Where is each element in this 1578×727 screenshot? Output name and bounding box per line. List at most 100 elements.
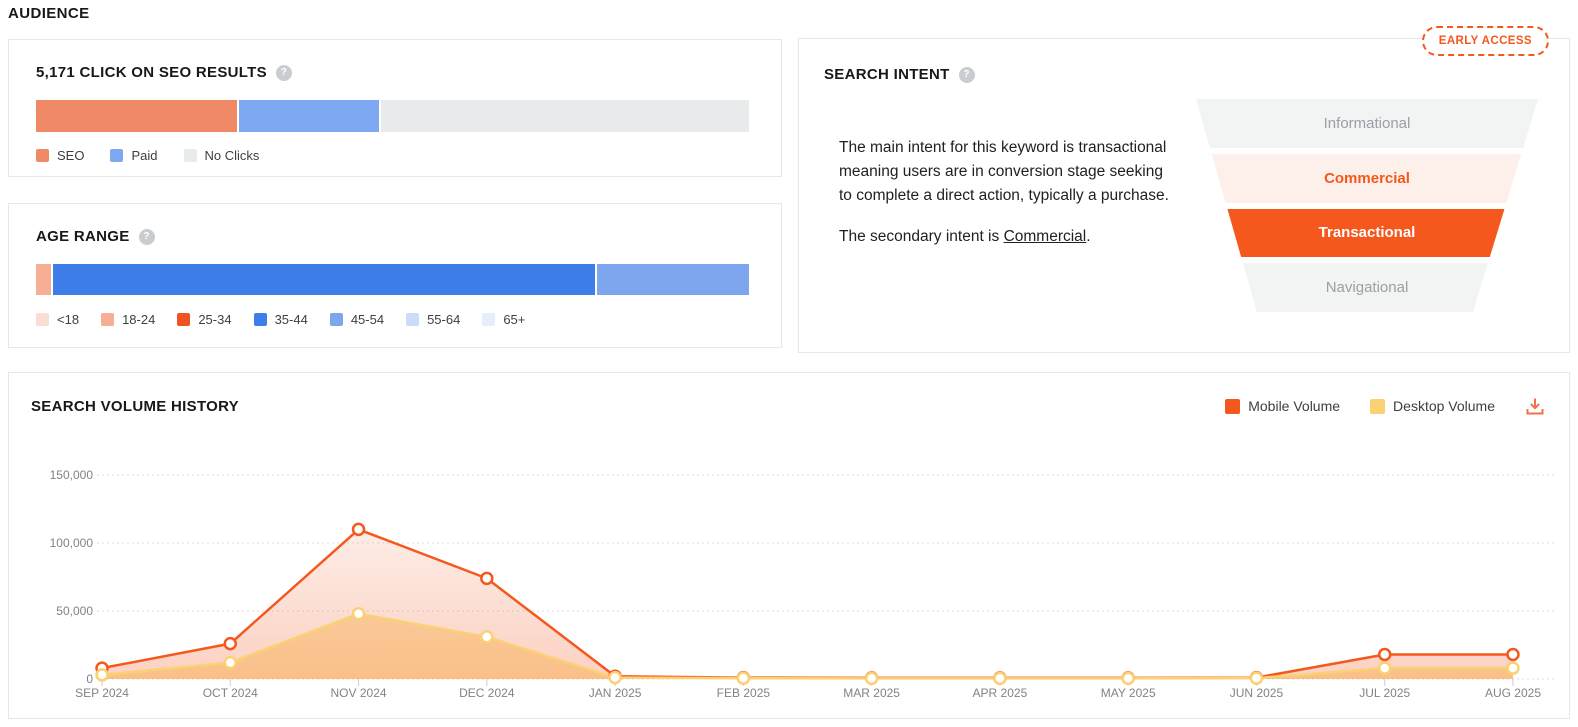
desktop-data-point	[864, 671, 879, 686]
legend-swatch	[177, 313, 191, 326]
legend-label: 65+	[503, 312, 526, 327]
mobile-data-point	[223, 636, 238, 651]
y-axis-tick-label: 50,000	[56, 604, 93, 618]
desktop-data-point	[1249, 671, 1264, 685]
desktop-line	[100, 612, 1515, 680]
y-axis-tick-label: 150,000	[50, 468, 94, 482]
help-icon[interactable]: ?	[138, 228, 155, 245]
x-axis-tick-label: FEB 2025	[717, 686, 771, 700]
mobile-data-point	[1377, 647, 1392, 662]
bar-segment-18-24	[36, 264, 51, 295]
legend-label: <18	[57, 312, 80, 327]
funnel-row-transactional: Transactional	[1196, 208, 1538, 258]
x-axis-tick-label: AUG 2025	[1485, 686, 1541, 700]
mobile-volume-swatch	[1225, 398, 1241, 414]
early-access-badge: EARLY ACCESS	[1421, 26, 1549, 56]
search-intent-heading: SEARCH INTENT ?	[824, 66, 975, 83]
mobile-volume-label: Mobile Volume	[1248, 398, 1341, 414]
desktop-data-point	[1377, 661, 1392, 675]
commercial-link[interactable]: Commercial	[1003, 228, 1087, 245]
help-icon[interactable]: ?	[958, 66, 975, 83]
x-axis-tick-label: MAY 2025	[1101, 686, 1156, 700]
bar-segment-seo	[36, 100, 237, 132]
legend-item-mobile[interactable]: Mobile Volume	[1225, 398, 1340, 414]
search-intent-title: SEARCH INTENT	[824, 66, 950, 83]
legend-swatch	[253, 313, 267, 326]
legend-label: 25-34	[198, 312, 232, 327]
x-axis-tick-label: JUN 2025	[1230, 686, 1284, 700]
legend-item: 35-44	[253, 312, 308, 327]
desktop-data-point	[736, 671, 751, 685]
mobile-data-point	[351, 522, 366, 537]
bar-segment-paid	[238, 100, 380, 132]
legend-item: SEO	[36, 148, 84, 163]
search-volume-card: SEARCH VOLUME HISTORY Mobile Volume Desk…	[8, 372, 1570, 719]
desktop-data-point	[608, 670, 622, 685]
legend-swatch	[482, 313, 496, 326]
desktop-volume-label: Desktop Volume	[1393, 398, 1495, 414]
legend-swatch	[406, 313, 420, 326]
x-axis-tick-label: OCT 2024	[203, 686, 258, 700]
age-range-legend: <18 18-24 25-34 35-44 45-54 55-64 65+	[36, 312, 525, 327]
desktop-data-point	[223, 655, 238, 670]
seo-clicks-stacked-bar	[36, 100, 750, 132]
search-intent-funnel: Informational Commercial Transactional Navi…	[1196, 99, 1538, 312]
desktop-data-point	[1506, 661, 1520, 675]
legend-swatch	[36, 313, 49, 326]
desktop-volume-swatch	[1370, 398, 1386, 414]
x-axis-tick-label: JUL 2025	[1359, 686, 1410, 700]
y-axis-tick-label: 100,000	[50, 536, 94, 550]
desktop-data-point	[351, 606, 366, 621]
legend-swatch	[101, 313, 115, 326]
legend-swatch	[329, 313, 343, 326]
seo-clicks-card: 5,171 CLICK ON SEO RESULTS ? SEO Paid No C…	[8, 39, 782, 177]
age-range-stacked-bar	[36, 264, 749, 295]
funnel-row-commercial: Commercial	[1196, 153, 1538, 203]
seo-clicks-heading: 5,171 CLICK ON SEO RESULTS ?	[36, 64, 292, 81]
x-axis-tick-label: JAN 2025	[589, 686, 642, 700]
legend-label: SEO	[57, 148, 85, 163]
bar-segment-35-44	[52, 264, 595, 295]
intent-secondary-suffix: .	[1086, 228, 1091, 245]
legend-item-desktop[interactable]: Desktop Volume	[1370, 398, 1495, 414]
desktop-data-point	[993, 671, 1007, 686]
legend-swatch	[183, 149, 197, 162]
bar-segment-45-54	[596, 264, 749, 295]
intent-paragraph-main: The main intent for this keyword is tran…	[839, 139, 1169, 204]
desktop-data-point	[1121, 671, 1135, 686]
desktop-data-point	[480, 630, 494, 644]
desktop-data-point	[95, 668, 109, 682]
x-axis-tick-label: SEP 2024	[75, 686, 129, 700]
volume-chart-legend: Mobile Volume Desktop Volume	[1225, 396, 1545, 416]
help-icon[interactable]: ?	[275, 64, 292, 81]
download-icon[interactable]	[1525, 396, 1545, 416]
legend-label: 35-44	[274, 312, 308, 327]
x-axis-tick-label: DEC 2024	[459, 686, 515, 700]
search-volume-title: SEARCH VOLUME HISTORY	[31, 398, 239, 415]
legend-item: Paid	[110, 148, 158, 163]
age-range-card: AGE RANGE ? <18 18-24 25-34 35-44 45-54 55-64…	[8, 203, 782, 348]
mobile-data-point	[480, 571, 494, 586]
legend-item: <18	[36, 312, 79, 327]
legend-item: 55-64	[406, 312, 460, 327]
volume-chart[interactable]: 0 50,000 100,000 150,000 SEP 2024 OCT 2024 NOV…	[9, 373, 1571, 719]
bar-segment-no-clicks	[381, 100, 750, 132]
search-volume-heading: SEARCH VOLUME HISTORY	[31, 398, 239, 415]
y-axis-tick-label: 0	[86, 672, 93, 686]
age-range-heading: AGE RANGE ?	[36, 228, 155, 245]
legend-item: No Clicks	[183, 148, 260, 163]
desktop-area	[102, 613, 1513, 679]
search-intent-card: EARLY ACCESS SEARCH INTENT ? The main in…	[798, 26, 1570, 353]
legend-label: No Clicks	[204, 148, 260, 163]
x-axis-tick-label: APR 2025	[973, 686, 1028, 700]
x-axis-tick-label: NOV 2024	[331, 686, 387, 700]
legend-item: 45-54	[329, 312, 384, 327]
legend-swatch	[110, 149, 124, 162]
legend-item: 65+	[482, 312, 525, 327]
funnel-row-informational: Informational	[1196, 99, 1538, 148]
page-title: AUDIENCE	[8, 5, 90, 22]
search-intent-description: The main intent for this keyword is tran…	[839, 136, 1177, 266]
seo-clicks-legend: SEO Paid No Clicks	[36, 148, 259, 163]
age-range-title: AGE RANGE	[36, 228, 130, 245]
